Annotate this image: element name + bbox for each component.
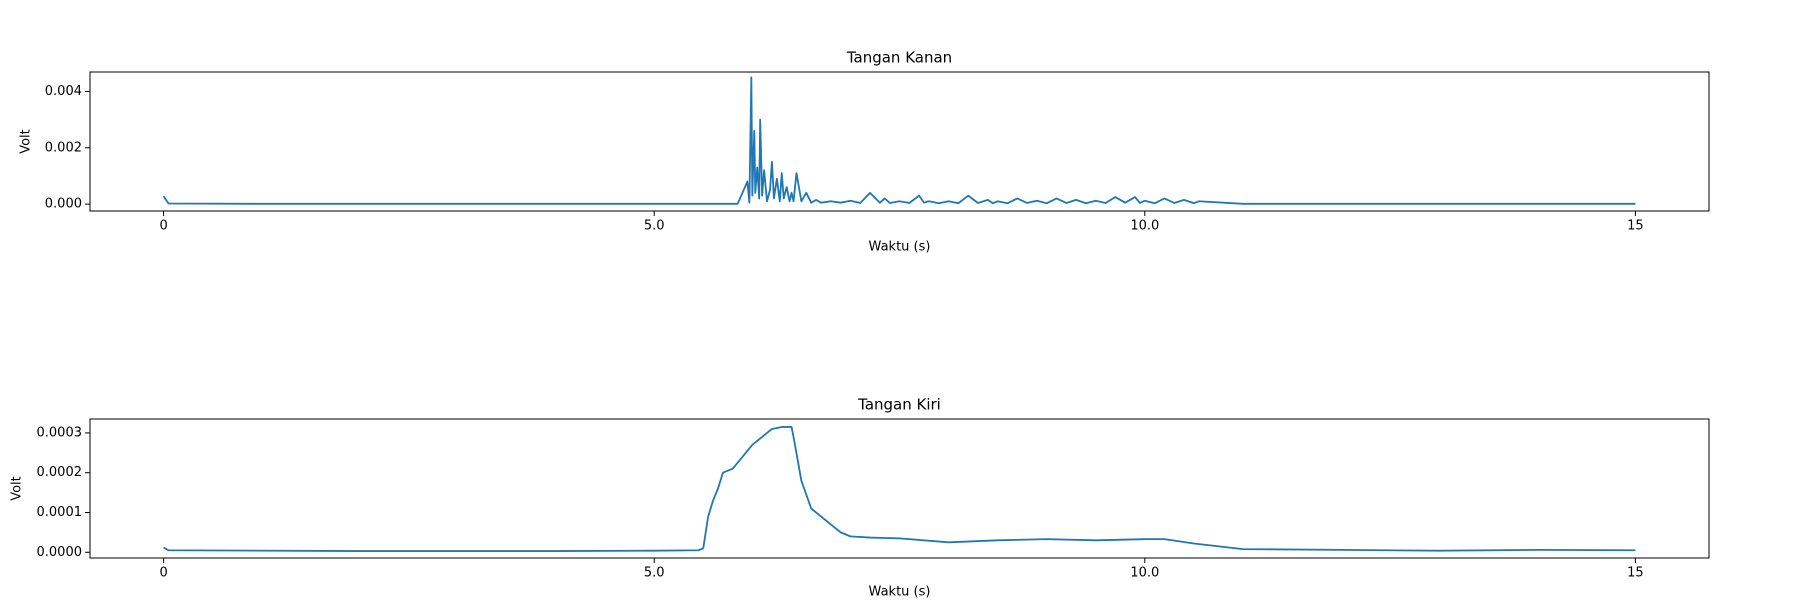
x-tick-label: 10.0 [1130,219,1159,234]
x-tick-label: 15 [1627,219,1644,234]
data-line [163,426,1636,552]
x-axis-label: Waktu (s) [869,240,931,255]
x-tick-label: 5.0 [644,219,665,234]
x-tick-label: 15 [1627,566,1644,581]
y-tick-label: 0.000 [45,197,82,212]
y-axis-label: Volt [10,476,25,501]
axes-frame [89,418,1710,559]
x-axis-label: Waktu (s) [869,585,931,600]
x-tick-label: 0 [159,219,167,234]
y-tick-label: 0.002 [45,140,82,155]
y-tick-label: 0.0002 [37,465,83,480]
y-tick-label: 0.0001 [37,505,83,520]
y-axis-label: Volt [19,129,34,154]
y-tick-label: 0.004 [45,84,82,99]
chart-title: Tangan Kanan [846,49,952,67]
chart-title: Tangan Kiri [857,396,941,414]
y-tick-label: 0.0000 [37,545,83,560]
x-tick-label: 5.0 [644,566,665,581]
axes-frame [89,71,1710,212]
x-tick-label: 10.0 [1130,566,1159,581]
data-line [162,76,1636,205]
x-tick-label: 0 [159,566,167,581]
y-tick-label: 0.0003 [37,425,83,440]
